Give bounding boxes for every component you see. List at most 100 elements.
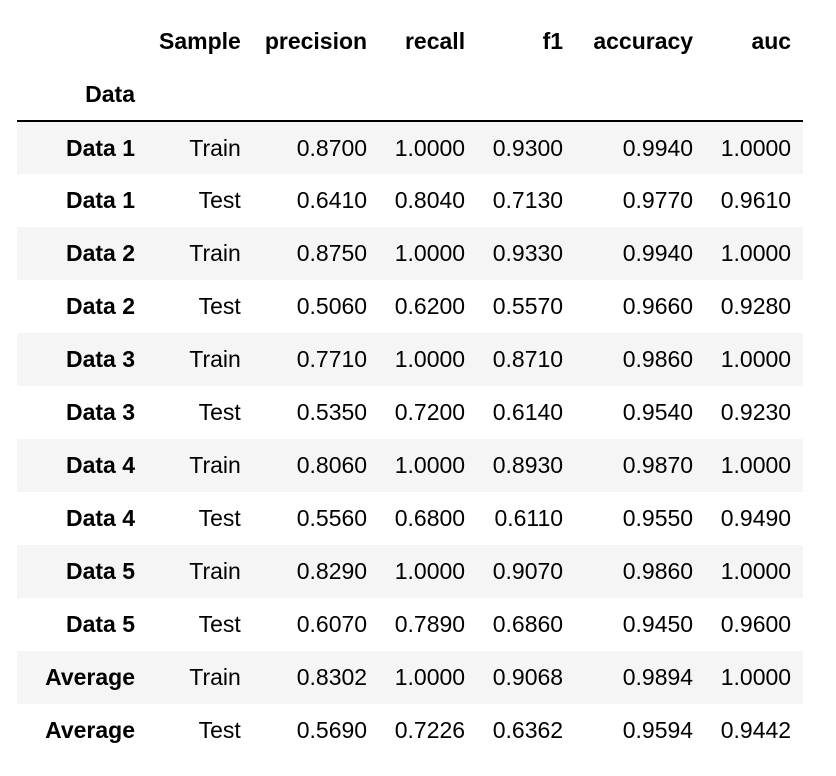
row-index: Data 3 [65,346,135,372]
table-cell: 0.9230 [720,399,792,425]
table-row: Average Train 0.8302 1.0000 0.9068 0.9894 1.00… [17,651,804,704]
table-row: Data 5 Test 0.6070 0.7890 0.6860 0.9450 0.9600 [17,598,804,651]
table-cell: 0.6800 [394,505,466,531]
row-index: Data 3 [65,399,135,425]
column-header: auc [751,28,792,54]
table-cell: 0.9610 [720,187,792,213]
table-cell: Test [198,293,241,319]
row-index: Data 5 [65,611,135,637]
table-cell: 0.9330 [492,240,564,266]
table-cell: 0.5560 [296,505,368,531]
row-index: Data 5 [65,558,135,584]
table-cell: 0.9660 [622,293,694,319]
table-cell: 1.0000 [394,346,466,372]
table-body: Data 1 Train 0.8700 1.0000 0.9300 0.9940 1.000… [17,121,804,757]
table-cell: 0.9540 [622,399,694,425]
table-cell: Test [198,399,241,425]
table-cell: 1.0000 [720,346,792,372]
column-header: f1 [542,28,564,54]
table-cell: Train [189,134,241,161]
column-header: Sample [159,28,241,54]
column-header-row: Sample precision recall f1 accuracy auc [17,15,803,68]
table-cell: 0.9940 [622,240,694,266]
table-cell: 0.7890 [394,611,466,637]
table-cell: 0.8700 [296,134,368,161]
row-index: Data 1 [65,134,135,161]
table-cell: 0.9490 [720,505,792,531]
table-cell: 0.9770 [622,187,694,213]
table-row: Data 5 Train 0.8290 1.0000 0.9070 0.9860 1.000… [17,545,804,598]
row-index: Data 4 [65,452,135,478]
table-cell: 0.9860 [622,558,694,584]
table-row: Data 3 Test 0.5350 0.7200 0.6140 0.9540 0.9230 [17,386,804,439]
row-index: Data 2 [65,240,135,266]
table-cell: 1.0000 [720,134,792,161]
table-cell: 0.9594 [622,717,694,743]
table-cell: 0.8710 [492,346,564,372]
table-cell: 0.6860 [492,611,564,637]
table-cell: 0.9600 [720,611,792,637]
table-cell: 1.0000 [720,664,792,690]
table-cell: 0.9442 [720,717,792,743]
results-table: Sample precision recall f1 accuracy auc … [17,15,804,757]
row-index: Average [45,717,135,743]
table-row: Data 4 Train 0.8060 1.0000 0.8930 0.9870 1.000… [17,439,804,492]
table-row: Data 1 Test 0.6410 0.8040 0.7130 0.9770 0.9610 [17,174,804,227]
column-header: precision [264,28,368,54]
table-cell: Test [198,717,241,743]
table-cell: 1.0000 [720,558,792,584]
table-cell: 0.6410 [296,187,368,213]
table-cell: 1.0000 [394,240,466,266]
table-header: Sample precision recall f1 accuracy auc … [17,15,804,121]
table-cell: 0.9070 [492,558,564,584]
table-cell: 0.9870 [622,452,694,478]
table-cell: 0.7130 [492,187,564,213]
table-cell: 0.6362 [492,717,564,743]
table-cell: 0.9068 [492,664,564,690]
table-cell: Test [198,611,241,637]
table-cell: 0.8750 [296,240,368,266]
row-index: Data 2 [65,293,135,319]
table-cell: Test [198,187,241,213]
table-cell: 0.6200 [394,293,466,319]
index-header-blank [17,15,147,68]
table-cell: 0.6110 [494,505,564,531]
table-cell: 0.9550 [622,505,694,531]
table-cell: 0.9940 [622,134,694,161]
table-cell: Test [198,505,241,531]
row-index: Average [45,664,135,690]
table-cell: Train [189,452,241,478]
table-cell: 0.8290 [296,558,368,584]
column-header: accuracy [593,28,694,54]
table-cell: 0.5060 [296,293,368,319]
table-cell: 0.7226 [394,717,466,743]
table-cell: 0.8060 [296,452,368,478]
table-cell: 0.9280 [720,293,792,319]
table-cell: 0.7200 [394,399,466,425]
table-cell: 0.9300 [492,134,564,161]
table-cell: 0.7710 [296,346,368,372]
table-cell: 1.0000 [394,134,466,161]
table-cell: Train [189,558,241,584]
table-cell: 0.9860 [622,346,694,372]
table-cell: Train [189,346,241,372]
table-cell: 1.0000 [720,452,792,478]
column-header: recall [404,28,466,54]
table-row: Data 4 Test 0.5560 0.6800 0.6110 0.9550 0.9490 [17,492,804,545]
table-cell: 0.5570 [492,293,564,319]
table-cell: 0.8930 [492,452,564,478]
table-cell: 0.6140 [492,399,564,425]
table-cell: Train [189,240,241,266]
row-index: Data 1 [65,187,135,213]
index-name-row: Data [17,68,804,121]
table-cell: 1.0000 [394,558,466,584]
table-cell: 0.8040 [394,187,466,213]
table-cell: 0.5690 [296,717,368,743]
table-cell: 0.6070 [296,611,368,637]
table-cell: 1.0000 [394,452,466,478]
row-index: Data 4 [65,505,135,531]
table-cell: Train [189,664,241,690]
table-row: Data 2 Train 0.8750 1.0000 0.9330 0.9940 1.000… [17,227,804,280]
index-name: Data [85,80,135,107]
